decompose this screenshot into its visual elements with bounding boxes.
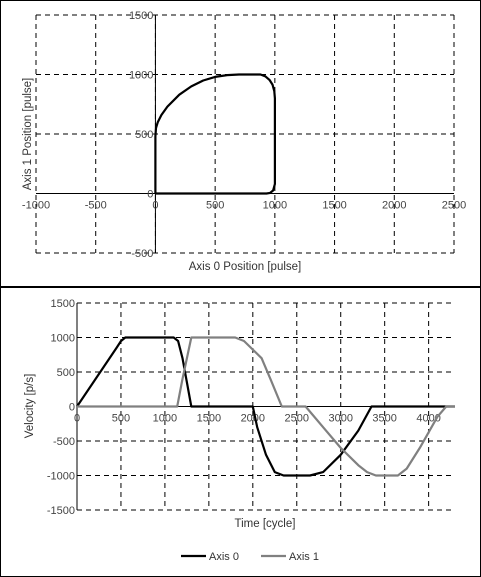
series-line-0 <box>76 336 455 477</box>
y-axis-title: Axis 1 Position [pulse] <box>22 78 34 191</box>
x-tick-label: 3000 <box>328 413 352 425</box>
x-tick-label: 3500 <box>372 413 396 425</box>
x-tick-label: 2000 <box>382 200 406 212</box>
y-tick-label: -500 <box>53 436 75 448</box>
y-tick-label: 1500 <box>51 298 75 310</box>
series-line-0 <box>154 73 276 195</box>
x-tick-label: 1000 <box>153 413 177 425</box>
x-axis-title: Time [cycle] <box>235 518 296 530</box>
x-tick-label: 500 <box>206 200 224 212</box>
x-tick-label: 1000 <box>263 200 287 212</box>
x-tick-label: -1000 <box>22 200 50 212</box>
y-tick-label: -1500 <box>47 505 75 517</box>
legend-label-0: Axis 0 <box>209 551 239 563</box>
y-tick-label: -1000 <box>47 471 75 483</box>
xy-position-chart-panel: -1000 -500 0 500 1000 1500 2000 2500 -500 0 500 100… <box>0 0 481 287</box>
y-tick-label: 500 <box>135 129 153 141</box>
legend-label-1: Axis 1 <box>289 551 319 563</box>
x-tick-label: 2500 <box>285 413 309 425</box>
x-tick-label: 0 <box>74 413 80 425</box>
y-tick-label: 500 <box>57 367 75 379</box>
x-tick-label: -500 <box>85 200 107 212</box>
xy-position-chart: -1000 -500 0 500 1000 1500 2000 2500 -500 0 500 100… <box>22 10 466 273</box>
series-line-1 <box>77 336 455 477</box>
velocity-chart-panel: 0 500 1000 1500 2000 2500 3000 3500 4000 -1500 -10… <box>0 287 481 577</box>
y-tick-label: 1500 <box>129 10 153 22</box>
x-tick-label: 1500 <box>197 413 221 425</box>
velocity-chart: 0 500 1000 1500 2000 2500 3000 3500 4000-1500-10… <box>24 298 455 563</box>
y-tick-label: 0 <box>147 189 153 201</box>
y-axis-title: Velocity [p/s] <box>24 374 36 439</box>
x-tick-label: 500 <box>112 413 130 425</box>
x-tick-label: 1500 <box>322 200 346 212</box>
x-tick-label: 2000 <box>241 413 265 425</box>
x-tick-label: 0 <box>152 200 158 212</box>
y-tick-label: 1000 <box>51 333 75 345</box>
y-tick-label: 0 <box>69 402 75 414</box>
y-tick-label: 1000 <box>129 70 153 82</box>
x-axis-title: Axis 0 Position [pulse] <box>189 261 302 273</box>
x-tick-label: 2500 <box>442 200 466 212</box>
y-tick-label: -500 <box>131 248 153 260</box>
